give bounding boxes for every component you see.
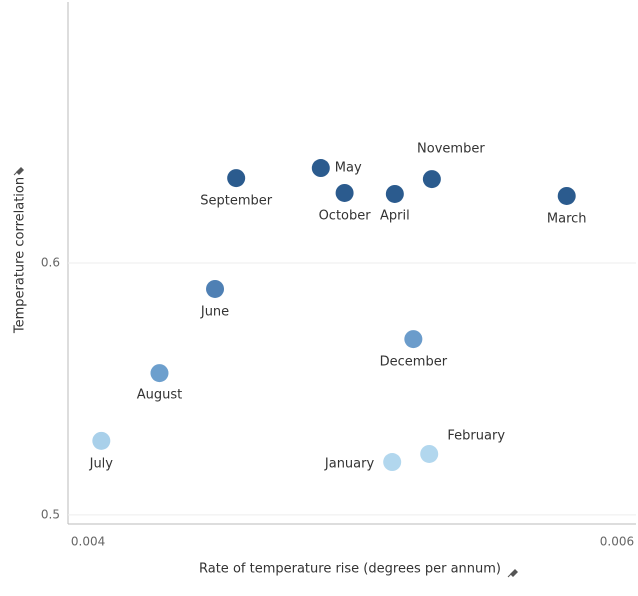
point xyxy=(92,431,111,450)
point-label: July xyxy=(89,456,114,471)
point xyxy=(311,159,330,178)
point-label: June xyxy=(200,304,229,319)
point xyxy=(557,186,576,205)
pin-icon[interactable] xyxy=(13,167,24,176)
point-label: February xyxy=(447,428,505,443)
point xyxy=(383,453,402,472)
pin-icon[interactable] xyxy=(507,569,518,578)
point-label: January xyxy=(324,457,375,472)
point-label: March xyxy=(547,211,587,226)
point-label: September xyxy=(200,194,273,209)
y-axis-title: Temperature correlation xyxy=(13,177,28,334)
point-label: December xyxy=(380,355,448,370)
y-tick-label: 0.6 xyxy=(41,256,60,270)
point-label: August xyxy=(137,388,183,403)
point xyxy=(422,170,441,189)
point xyxy=(420,444,439,463)
point xyxy=(227,169,246,188)
y-tick-label: 0.5 xyxy=(41,507,60,521)
x-tick-label: 0.006 xyxy=(600,535,634,549)
point xyxy=(206,279,225,298)
point-label: April xyxy=(380,208,410,223)
x-tick-label: 0.004 xyxy=(71,535,105,549)
point-label: November xyxy=(417,142,485,157)
point-label: May xyxy=(335,161,362,176)
point-label: October xyxy=(319,208,372,223)
x-axis-title: Rate of temperature rise (degrees per an… xyxy=(199,562,501,577)
point xyxy=(335,183,354,202)
point xyxy=(385,184,404,203)
point xyxy=(404,330,423,349)
point xyxy=(150,364,169,383)
